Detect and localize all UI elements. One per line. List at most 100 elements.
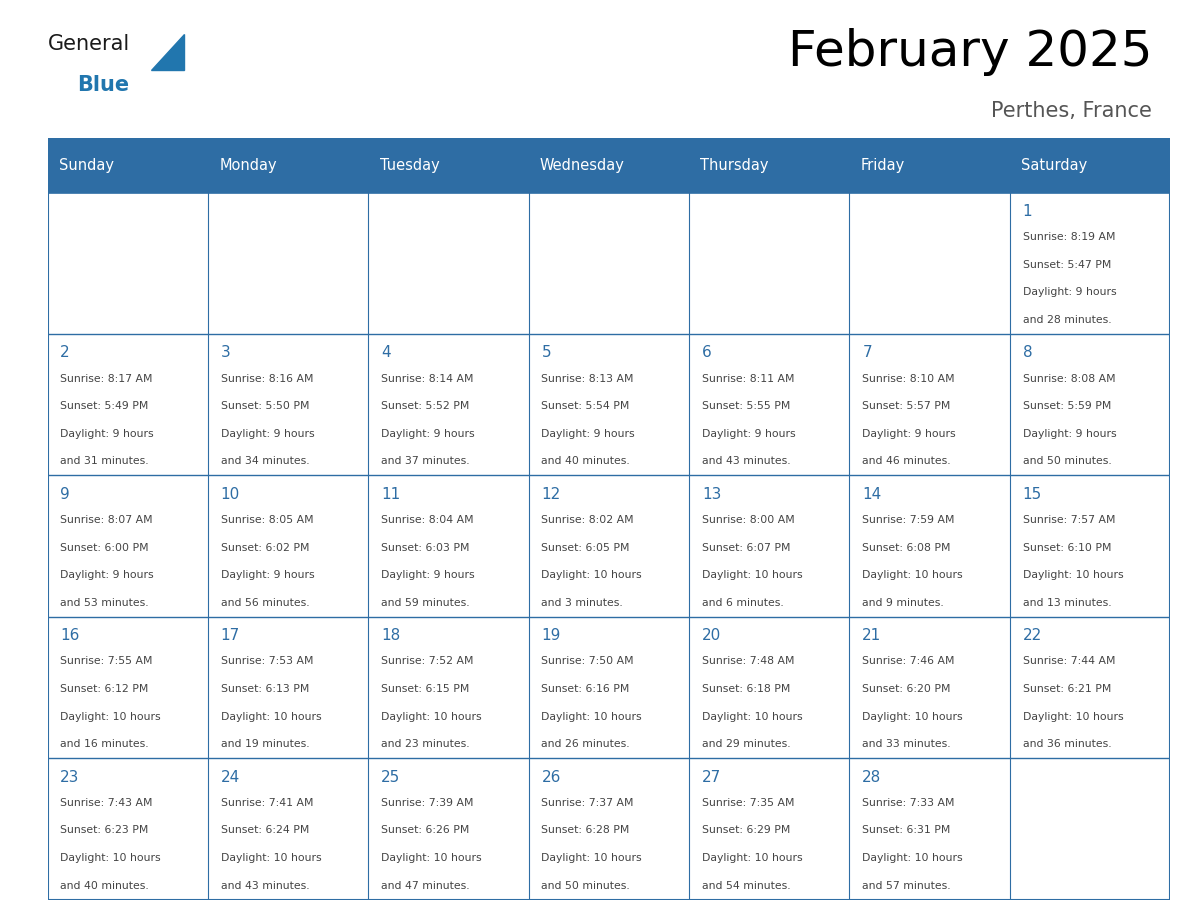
Text: 6: 6 xyxy=(702,345,712,360)
Text: Sunset: 5:54 PM: Sunset: 5:54 PM xyxy=(542,401,630,411)
Text: Thursday: Thursday xyxy=(700,158,769,173)
Text: and 9 minutes.: and 9 minutes. xyxy=(862,598,944,608)
Text: Daylight: 10 hours: Daylight: 10 hours xyxy=(1023,570,1124,580)
Text: 20: 20 xyxy=(702,628,721,644)
Text: Daylight: 10 hours: Daylight: 10 hours xyxy=(542,853,643,863)
Text: Sunset: 5:49 PM: Sunset: 5:49 PM xyxy=(61,401,148,411)
Text: Sunrise: 8:00 AM: Sunrise: 8:00 AM xyxy=(702,515,795,525)
Text: Sunset: 6:21 PM: Sunset: 6:21 PM xyxy=(1023,684,1111,694)
Text: Saturday: Saturday xyxy=(1020,158,1087,173)
Text: Sunrise: 7:46 AM: Sunrise: 7:46 AM xyxy=(862,656,955,666)
Text: Daylight: 9 hours: Daylight: 9 hours xyxy=(1023,429,1117,439)
Text: Sunrise: 8:04 AM: Sunrise: 8:04 AM xyxy=(381,515,474,525)
Text: and 43 minutes.: and 43 minutes. xyxy=(221,880,309,890)
Text: Tuesday: Tuesday xyxy=(379,158,440,173)
Text: 10: 10 xyxy=(221,487,240,502)
Text: Sunday: Sunday xyxy=(58,158,114,173)
Text: Daylight: 10 hours: Daylight: 10 hours xyxy=(1023,711,1124,722)
Text: 7: 7 xyxy=(862,345,872,360)
Text: Sunset: 6:18 PM: Sunset: 6:18 PM xyxy=(702,684,790,694)
Text: 1: 1 xyxy=(1023,204,1032,218)
Text: Sunrise: 8:14 AM: Sunrise: 8:14 AM xyxy=(381,374,474,384)
Text: Sunset: 6:10 PM: Sunset: 6:10 PM xyxy=(1023,543,1111,553)
Text: February 2025: February 2025 xyxy=(788,28,1152,76)
Text: 22: 22 xyxy=(1023,628,1042,644)
Text: and 16 minutes.: and 16 minutes. xyxy=(61,739,148,749)
Text: 15: 15 xyxy=(1023,487,1042,502)
Text: 27: 27 xyxy=(702,769,721,785)
Text: Daylight: 9 hours: Daylight: 9 hours xyxy=(221,429,315,439)
Text: and 29 minutes.: and 29 minutes. xyxy=(702,739,790,749)
Text: Sunrise: 7:48 AM: Sunrise: 7:48 AM xyxy=(702,656,795,666)
Text: Sunset: 6:13 PM: Sunset: 6:13 PM xyxy=(221,684,309,694)
Text: Sunrise: 8:08 AM: Sunrise: 8:08 AM xyxy=(1023,374,1116,384)
Text: 16: 16 xyxy=(61,628,80,644)
Text: and 47 minutes.: and 47 minutes. xyxy=(381,880,469,890)
Text: and 34 minutes.: and 34 minutes. xyxy=(221,456,309,466)
Text: Friday: Friday xyxy=(860,158,905,173)
Text: and 50 minutes.: and 50 minutes. xyxy=(1023,456,1112,466)
Text: Sunrise: 7:53 AM: Sunrise: 7:53 AM xyxy=(221,656,314,666)
Text: 2: 2 xyxy=(61,345,70,360)
Text: Daylight: 10 hours: Daylight: 10 hours xyxy=(862,711,963,722)
Text: and 40 minutes.: and 40 minutes. xyxy=(542,456,631,466)
Text: and 54 minutes.: and 54 minutes. xyxy=(702,880,790,890)
Text: 19: 19 xyxy=(542,628,561,644)
Text: Sunset: 6:23 PM: Sunset: 6:23 PM xyxy=(61,825,148,835)
Text: Sunrise: 7:59 AM: Sunrise: 7:59 AM xyxy=(862,515,955,525)
Text: Daylight: 9 hours: Daylight: 9 hours xyxy=(542,429,636,439)
Text: and 33 minutes.: and 33 minutes. xyxy=(862,739,950,749)
Text: and 46 minutes.: and 46 minutes. xyxy=(862,456,950,466)
Text: Sunset: 5:50 PM: Sunset: 5:50 PM xyxy=(221,401,309,411)
Text: 8: 8 xyxy=(1023,345,1032,360)
Text: Daylight: 10 hours: Daylight: 10 hours xyxy=(862,853,963,863)
Text: Sunrise: 8:10 AM: Sunrise: 8:10 AM xyxy=(862,374,955,384)
Text: Sunrise: 7:57 AM: Sunrise: 7:57 AM xyxy=(1023,515,1116,525)
Text: Sunset: 6:26 PM: Sunset: 6:26 PM xyxy=(381,825,469,835)
Text: and 13 minutes.: and 13 minutes. xyxy=(1023,598,1111,608)
Text: Daylight: 10 hours: Daylight: 10 hours xyxy=(862,570,963,580)
Text: Sunrise: 7:43 AM: Sunrise: 7:43 AM xyxy=(61,798,153,808)
Text: 14: 14 xyxy=(862,487,881,502)
Text: Daylight: 9 hours: Daylight: 9 hours xyxy=(381,570,475,580)
Text: and 19 minutes.: and 19 minutes. xyxy=(221,739,309,749)
Text: 4: 4 xyxy=(381,345,391,360)
Text: Daylight: 9 hours: Daylight: 9 hours xyxy=(221,570,315,580)
Text: Sunset: 6:00 PM: Sunset: 6:00 PM xyxy=(61,543,148,553)
Text: 28: 28 xyxy=(862,769,881,785)
Text: 18: 18 xyxy=(381,628,400,644)
Text: and 36 minutes.: and 36 minutes. xyxy=(1023,739,1111,749)
Text: 9: 9 xyxy=(61,487,70,502)
Text: Sunrise: 8:13 AM: Sunrise: 8:13 AM xyxy=(542,374,634,384)
Text: 23: 23 xyxy=(61,769,80,785)
Text: and 40 minutes.: and 40 minutes. xyxy=(61,880,150,890)
Text: and 59 minutes.: and 59 minutes. xyxy=(381,598,469,608)
Text: Daylight: 10 hours: Daylight: 10 hours xyxy=(221,853,322,863)
Text: Sunrise: 8:07 AM: Sunrise: 8:07 AM xyxy=(61,515,153,525)
Text: Sunrise: 7:52 AM: Sunrise: 7:52 AM xyxy=(381,656,474,666)
Text: Sunrise: 8:05 AM: Sunrise: 8:05 AM xyxy=(221,515,314,525)
Text: Daylight: 9 hours: Daylight: 9 hours xyxy=(61,570,154,580)
Text: and 56 minutes.: and 56 minutes. xyxy=(221,598,309,608)
Text: Sunrise: 8:17 AM: Sunrise: 8:17 AM xyxy=(61,374,153,384)
Text: and 37 minutes.: and 37 minutes. xyxy=(381,456,469,466)
Text: 17: 17 xyxy=(221,628,240,644)
Text: Sunrise: 7:50 AM: Sunrise: 7:50 AM xyxy=(542,656,634,666)
Text: Sunrise: 8:16 AM: Sunrise: 8:16 AM xyxy=(221,374,314,384)
Text: Sunset: 6:02 PM: Sunset: 6:02 PM xyxy=(221,543,309,553)
Text: Sunrise: 8:19 AM: Sunrise: 8:19 AM xyxy=(1023,232,1116,242)
Text: Monday: Monday xyxy=(219,158,277,173)
Text: 3: 3 xyxy=(221,345,230,360)
Text: and 50 minutes.: and 50 minutes. xyxy=(542,880,631,890)
Text: and 43 minutes.: and 43 minutes. xyxy=(702,456,790,466)
Text: Wednesday: Wednesday xyxy=(539,158,625,173)
Text: Daylight: 10 hours: Daylight: 10 hours xyxy=(702,570,803,580)
Text: Daylight: 10 hours: Daylight: 10 hours xyxy=(702,853,803,863)
Text: Sunset: 5:47 PM: Sunset: 5:47 PM xyxy=(1023,260,1111,270)
Text: Sunset: 6:31 PM: Sunset: 6:31 PM xyxy=(862,825,950,835)
Text: Daylight: 9 hours: Daylight: 9 hours xyxy=(862,429,956,439)
Text: 25: 25 xyxy=(381,769,400,785)
Text: and 26 minutes.: and 26 minutes. xyxy=(542,739,630,749)
Text: Sunset: 5:55 PM: Sunset: 5:55 PM xyxy=(702,401,790,411)
Text: and 23 minutes.: and 23 minutes. xyxy=(381,739,469,749)
